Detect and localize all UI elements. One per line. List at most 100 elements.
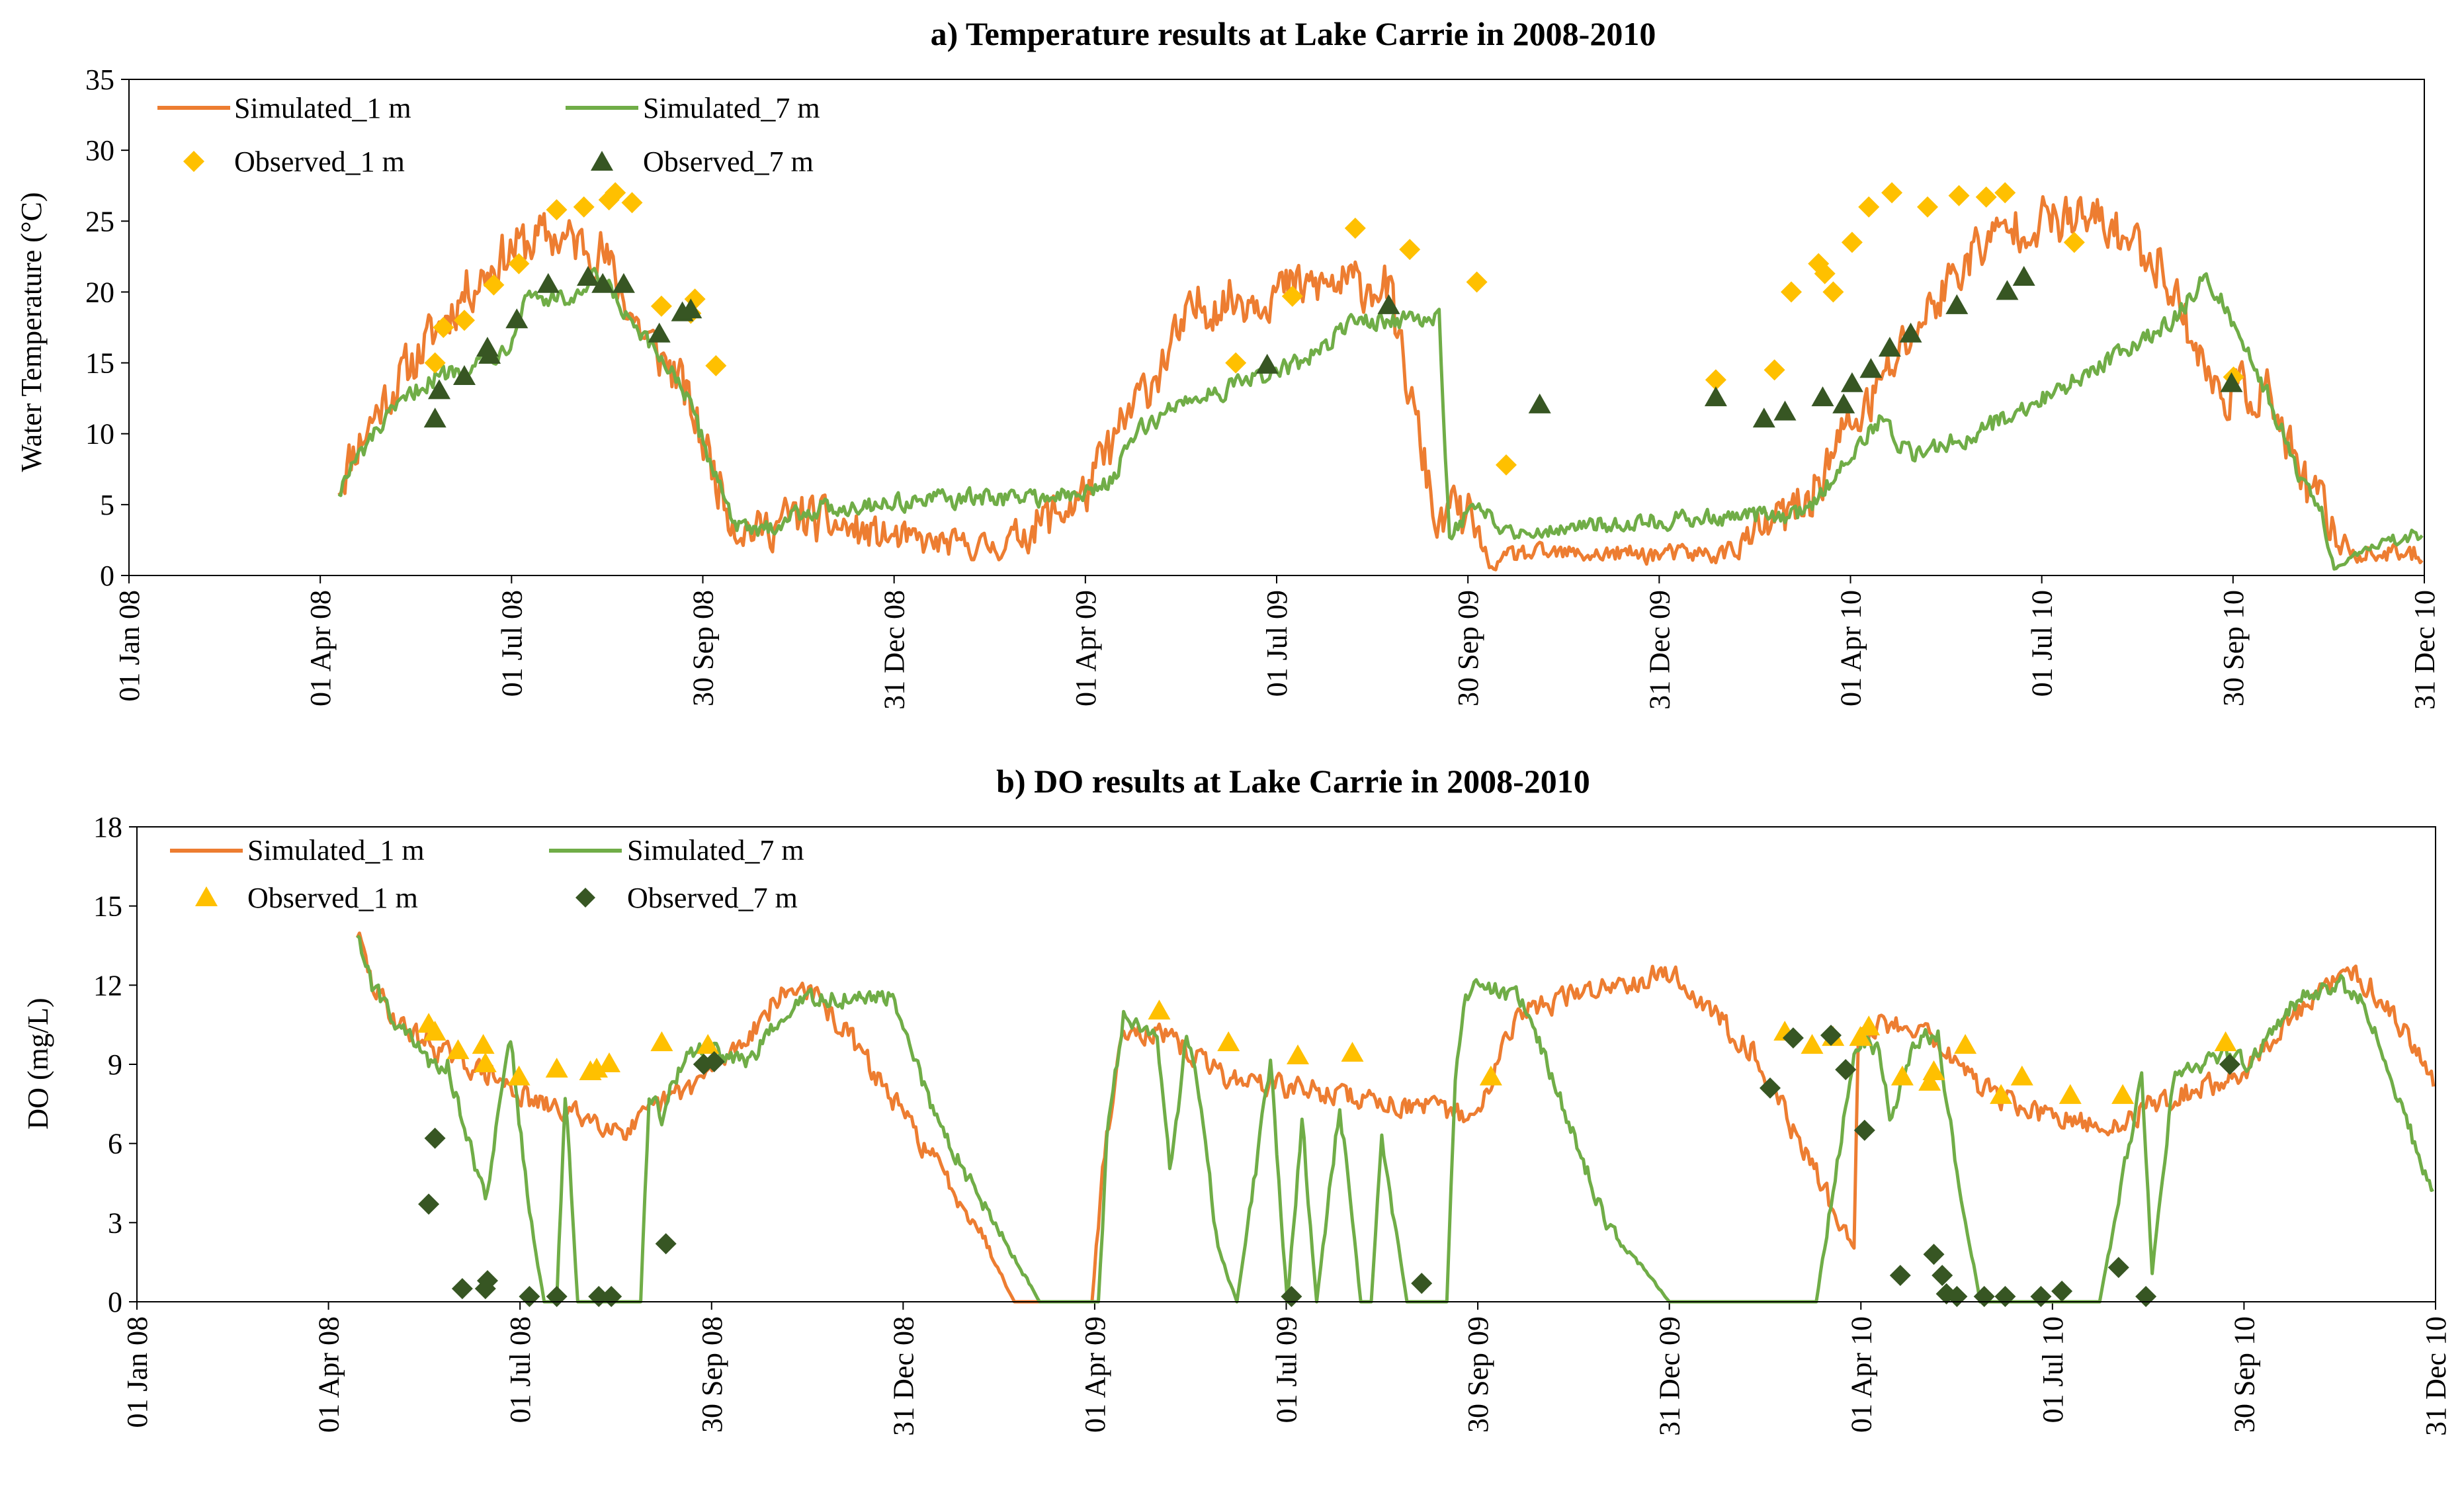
x-tick-label: 31 Dec 09: [1654, 1316, 1686, 1436]
data-point-observed-1-m: [508, 253, 530, 275]
data-point-observed-1-m: [1890, 1065, 1914, 1085]
data-point-observed-1-m: [1705, 369, 1726, 391]
legend-label: Simulated_7 m: [643, 92, 820, 124]
data-point-observed-1-m: [1399, 239, 1421, 261]
data-point-observed-7-m: [1760, 1077, 1781, 1099]
chart-title: a) Temperature results at Lake Carrie in…: [931, 15, 1656, 52]
legend-label: Simulated_1 m: [234, 92, 411, 124]
y-tick-label: 9: [108, 1048, 122, 1081]
data-point-observed-1-m: [2059, 1083, 2082, 1104]
y-tick-label: 25: [85, 205, 114, 237]
data-point-observed-1-m: [2010, 1065, 2033, 1085]
data-point-observed-1-m: [1994, 182, 2016, 204]
data-point-observed-7-m: [418, 1193, 440, 1215]
data-point-observed-1-m: [1814, 263, 1836, 284]
data-point-observed-1-m: [424, 352, 446, 374]
data-point-observed-1-m: [1148, 999, 1171, 1020]
legend-marker-observed-1m: [183, 151, 204, 172]
data-point-observed-7-m: [2219, 1054, 2240, 1075]
x-tick-label: 01 Jan 08: [113, 590, 146, 702]
data-point-observed-1-m: [483, 274, 505, 296]
data-point-observed-1-m: [474, 1052, 497, 1072]
legend: Simulated_1 m Simulated_7 m Observed_1 m…: [157, 92, 820, 178]
data-point-observed-7-m: [1782, 1027, 1804, 1049]
data-point-observed-1-m: [1344, 218, 1366, 239]
data-point-observed-1-m: [1857, 1015, 1881, 1036]
plot-frame: [128, 79, 2425, 576]
y-tick-label: 12: [93, 969, 122, 1001]
legend-marker-observed-7m: [575, 888, 595, 908]
data-point-observed-1-m: [1225, 352, 1247, 374]
data-point-observed-7-m: [2030, 1286, 2052, 1307]
data-point-observed-7-m: [477, 1270, 498, 1292]
data-point-observed-7-m: [1528, 393, 1551, 413]
x-tick-label: 01 Jul 09: [1271, 1316, 1303, 1423]
data-point-observed-1-m: [598, 1052, 620, 1072]
legend-label: Observed_1 m: [234, 146, 405, 178]
data-point-observed-7-m: [428, 379, 450, 400]
data-point-observed-1-m: [697, 1034, 720, 1054]
y-tick-label: 0: [108, 1286, 122, 1318]
data-point-observed-7-m: [1752, 407, 1775, 428]
data-point-observed-7-m: [2012, 266, 2035, 286]
plot-frame: [136, 826, 2436, 1302]
data-point-observed-1-m: [621, 192, 643, 214]
data-point-observed-1-m: [423, 1021, 446, 1041]
data-point-observed-7-m: [1835, 1059, 1857, 1080]
data-point-observed-7-m: [519, 1286, 540, 1307]
x-tick-label: 01 Jul 10: [2037, 1316, 2069, 1423]
legend-label: Observed_7 m: [643, 146, 814, 178]
x-tick-label: 30 Sep 09: [1452, 590, 1484, 706]
data-point-observed-1-m: [605, 182, 626, 204]
data-point-observed-1-m: [545, 1058, 568, 1078]
data-point-observed-1-m: [705, 355, 727, 376]
data-point-observed-1-m: [1466, 271, 1488, 293]
x-tick-label: 01 Jul 08: [504, 1316, 536, 1423]
y-axis-label: Water Temperature (°C): [15, 192, 48, 472]
data-point-observed-7-m: [1255, 353, 1279, 374]
data-point-observed-7-m: [1840, 372, 1863, 392]
data-point-observed-1-m: [2214, 1031, 2237, 1052]
legend-label: Simulated_1 m: [247, 834, 425, 867]
data-point-observed-1-m: [650, 1031, 673, 1052]
y-tick-label: 35: [85, 64, 114, 96]
data-point-observed-7-m: [423, 407, 446, 428]
y-tick-label: 15: [85, 347, 114, 380]
x-tick-label: 01 Apr 10: [1835, 590, 1867, 706]
legend: Simulated_1 m Simulated_7 m Observed_1 m…: [170, 834, 804, 914]
x-tick-label: 30 Sep 09: [1462, 1316, 1494, 1433]
data-point-observed-7-m: [1773, 400, 1797, 421]
data-point-observed-7-m: [1859, 358, 1883, 378]
data-point-observed-1-m: [1287, 1044, 1309, 1064]
data-point-observed-7-m: [451, 1278, 473, 1300]
data-point-observed-1-m: [1975, 186, 1997, 208]
x-tick-label: 01 Jan 08: [121, 1316, 153, 1428]
legend-marker-observed-1m: [195, 886, 218, 906]
y-axis-label: DO (mg/L): [22, 998, 54, 1129]
data-point-observed-7-m: [453, 365, 476, 385]
data-point-observed-7-m: [546, 1286, 568, 1307]
data-point-observed-1-m: [2063, 232, 2085, 253]
data-point-observed-7-m: [679, 298, 702, 319]
data-point-observed-1-m: [1948, 185, 1970, 206]
y-tick-label: 18: [93, 811, 122, 843]
data-point-observed-1-m: [1781, 281, 1802, 303]
data-point-observed-1-m: [1822, 281, 1844, 303]
data-point-observed-7-m: [478, 343, 501, 364]
data-point-observed-1-m: [1801, 1034, 1824, 1054]
data-point-observed-1-m: [1479, 1065, 1502, 1085]
chart-dissolved-oxygen: b) DO results at Lake Carrie in 2008-201…: [22, 763, 2452, 1436]
data-point-observed-7-m: [601, 1286, 622, 1307]
series-line-simulated-1-m: [337, 195, 2424, 572]
legend-label: Observed_1 m: [247, 882, 418, 914]
data-point-observed-1-m: [1990, 1083, 2013, 1104]
data-point-observed-7-m: [1853, 1119, 1875, 1141]
data-point-observed-1-m: [433, 317, 454, 338]
data-point-observed-7-m: [1878, 337, 1901, 357]
legend-label: Observed_7 m: [627, 882, 798, 914]
x-tick-label: 01 Apr 09: [1070, 590, 1102, 706]
data-point-observed-7-m: [1889, 1265, 1911, 1287]
x-tick-label: 31 Dec 08: [878, 590, 911, 710]
x-tick-label: 30 Sep 10: [2228, 1316, 2260, 1433]
